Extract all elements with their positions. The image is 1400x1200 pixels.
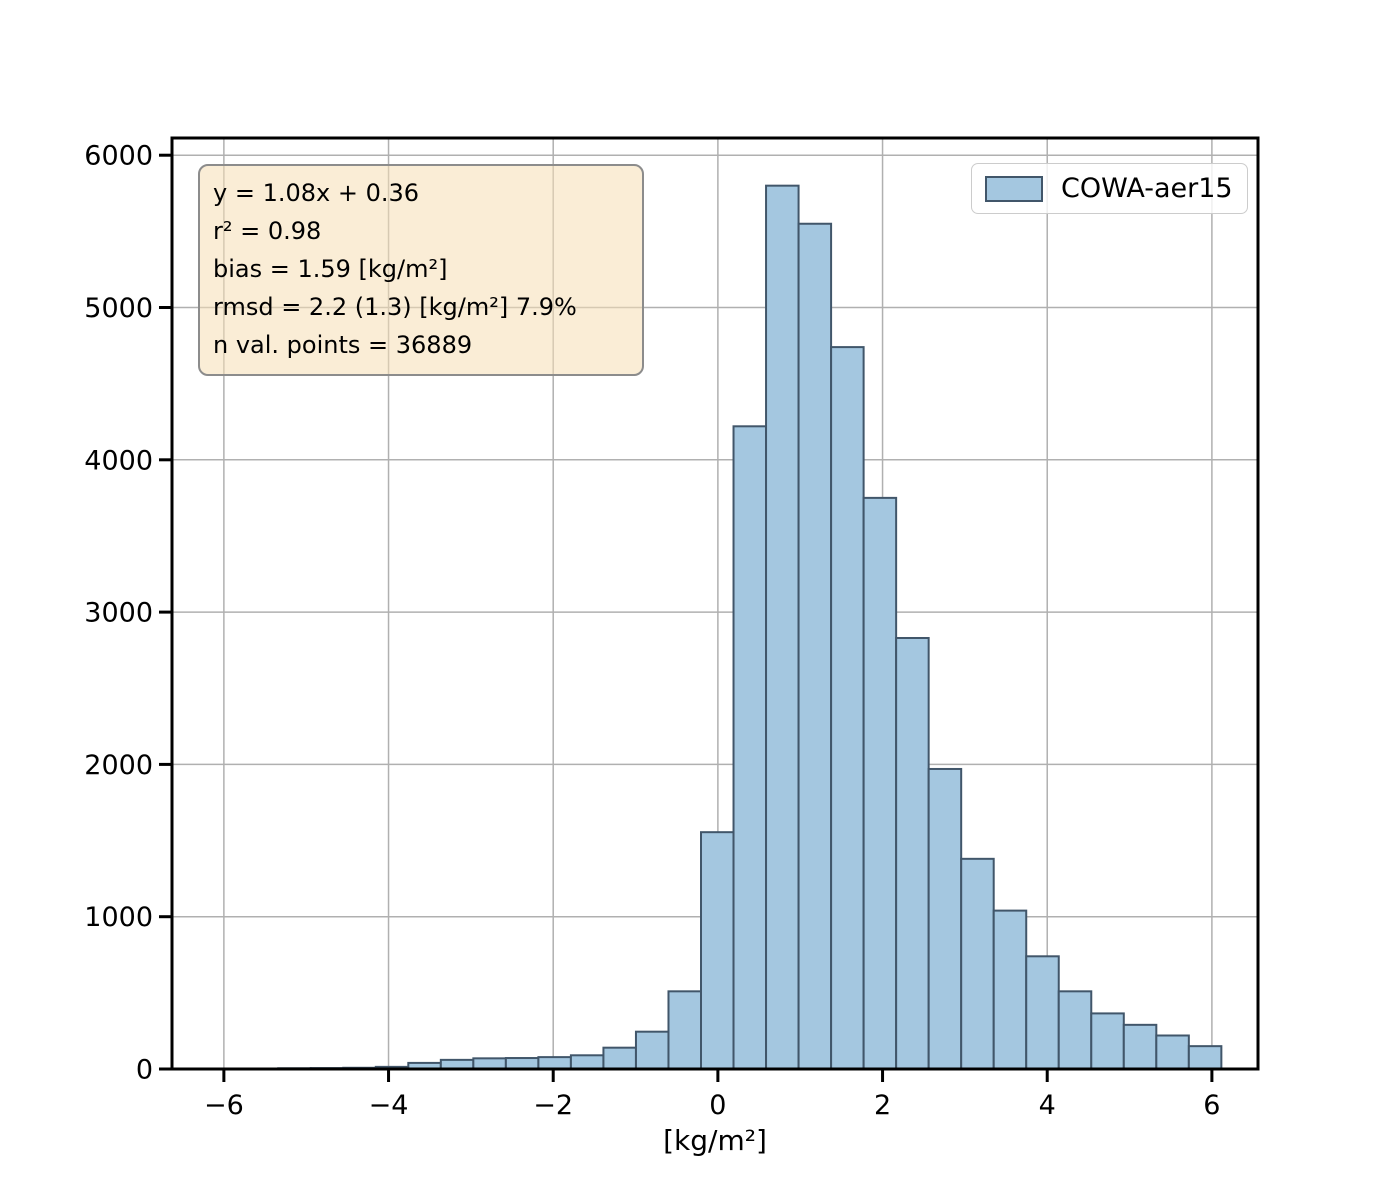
stats-box: y = 1.08x + 0.36 r² = 0.98 bias = 1.59 [… — [198, 164, 644, 376]
histogram-bar — [765, 184, 800, 1071]
x-tick-label: −4 — [369, 1090, 409, 1121]
x-tick-label: 6 — [1203, 1090, 1220, 1121]
histogram-bar — [537, 1056, 572, 1071]
histogram-bar — [602, 1046, 637, 1070]
histogram-bar — [1187, 1045, 1223, 1071]
stats-line-rmsd: rmsd = 2.2 (1.3) [kg/m²] 7.9% — [213, 293, 577, 321]
histogram-bar — [960, 857, 995, 1071]
histogram-bar — [504, 1057, 540, 1071]
y-tick-label: 2000 — [84, 750, 153, 781]
y-tick-label: 1000 — [84, 902, 153, 933]
histogram-bar — [1155, 1034, 1190, 1071]
x-tick-label: −6 — [204, 1090, 244, 1121]
histogram-bar — [1025, 955, 1060, 1070]
histogram-bar — [830, 346, 865, 1071]
histogram-bar — [1122, 1023, 1158, 1071]
x-axis-label: [kg/m²] — [663, 1124, 767, 1157]
legend-label: COWA-aer15 — [1061, 173, 1233, 204]
x-tick-label: 0 — [709, 1090, 726, 1121]
y-tick-label: 6000 — [84, 141, 153, 172]
stats-line-npoints: n val. points = 36889 — [213, 331, 473, 359]
histogram-bar — [634, 1030, 670, 1070]
stats-line-bias: bias = 1.59 [kg/m²] — [213, 255, 448, 283]
stats-line-r2: r² = 0.98 — [213, 217, 322, 245]
histogram-bar — [895, 636, 930, 1071]
histogram-bar — [1057, 990, 1093, 1070]
legend: COWA-aer15 — [971, 163, 1248, 214]
plot-border — [170, 136, 1260, 1071]
histogram-bar — [732, 425, 768, 1070]
x-tick-label: 4 — [1039, 1090, 1056, 1121]
legend-swatch — [985, 175, 1043, 202]
histogram-bar — [927, 767, 963, 1070]
histogram-bar — [992, 909, 1028, 1070]
x-tick-label: 2 — [874, 1090, 891, 1121]
histogram-bar — [472, 1057, 507, 1070]
y-tick-label: 4000 — [84, 445, 153, 476]
y-tick-label: 0 — [136, 1055, 153, 1086]
stats-line-fit: y = 1.08x + 0.36 — [213, 179, 420, 207]
histogram-bar — [667, 990, 703, 1070]
histogram-bar — [862, 496, 898, 1070]
histogram-bar — [569, 1054, 605, 1070]
y-tick-label: 5000 — [84, 293, 153, 324]
histogram-bar — [1090, 1012, 1125, 1070]
histogram-bar — [797, 222, 833, 1070]
histogram-bar — [700, 831, 735, 1070]
y-tick-label: 3000 — [84, 598, 153, 629]
x-tick-label: −2 — [533, 1090, 573, 1121]
